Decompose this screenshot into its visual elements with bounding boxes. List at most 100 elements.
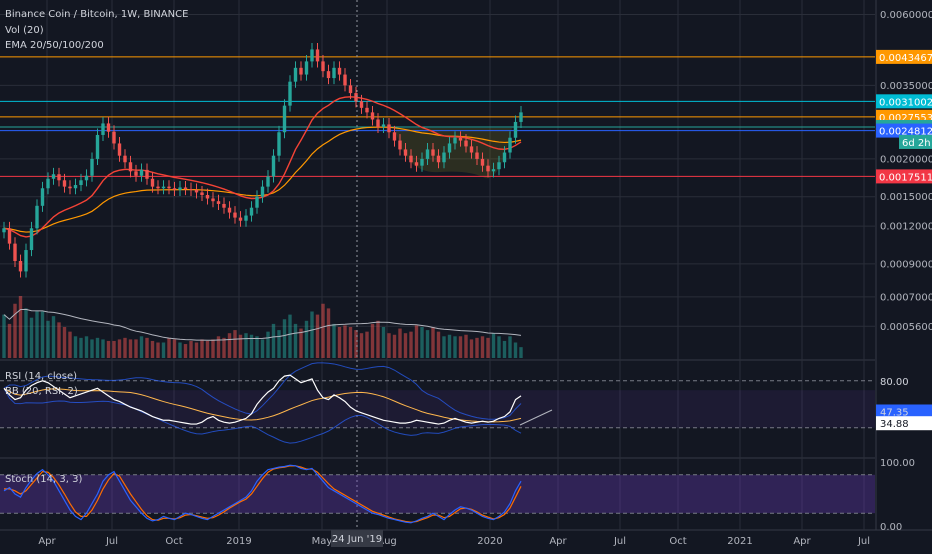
volume-bar — [282, 319, 287, 358]
volume-bar — [68, 331, 72, 358]
candle-body — [425, 149, 430, 159]
volume-ma-line — [3, 308, 522, 341]
volume-bar — [332, 323, 336, 358]
x-axis-tick: Jul — [105, 536, 118, 547]
candle-body — [497, 162, 501, 170]
candle-body — [442, 152, 446, 163]
stoch-k-line — [3, 464, 522, 524]
candle-body — [112, 131, 116, 144]
volume-bar — [469, 339, 474, 358]
candle-body — [244, 215, 248, 221]
volume-bar — [271, 323, 276, 358]
price-level-label: 0.0043467 — [879, 53, 932, 64]
candle-body — [46, 178, 50, 189]
volume-bar — [216, 336, 221, 358]
volume-bar — [227, 333, 232, 358]
candle-body — [491, 169, 496, 172]
candle-body — [222, 203, 226, 208]
candle-body — [277, 132, 281, 156]
volume-bar — [502, 340, 507, 358]
candle-body — [150, 178, 155, 187]
volume-bar — [35, 311, 39, 358]
bb-legend[interactable]: BB (20, RSI, 2) — [5, 386, 78, 397]
volume-bar — [376, 320, 380, 358]
x-axis-tick: Jul — [613, 536, 626, 547]
stoch-d-line — [4, 465, 522, 523]
candle-body — [7, 228, 12, 244]
rsi-axis-label: 80.00 — [880, 377, 909, 388]
candle-body — [194, 189, 199, 193]
volume-bar — [343, 325, 347, 358]
volume-bar — [189, 340, 193, 358]
rsi-band — [0, 390, 875, 428]
candle-body — [167, 186, 171, 189]
candle-body — [35, 205, 39, 229]
volume-bar — [183, 344, 188, 358]
volume-bar — [84, 336, 89, 358]
candle-body — [79, 180, 83, 186]
price-level-label: 0.0017511 — [879, 172, 932, 183]
candle-body — [414, 162, 419, 166]
candle-body — [486, 165, 490, 172]
y-axis-tick: 0.0060000 — [880, 10, 932, 21]
volume-bar — [414, 325, 419, 358]
candle-body — [398, 140, 402, 150]
bb-lower-line — [3, 388, 522, 444]
candle-body — [475, 152, 479, 159]
volume-bar — [101, 339, 105, 358]
volume-bar — [315, 314, 320, 358]
volume-bar — [40, 311, 45, 358]
candle-body — [117, 143, 122, 156]
candle-body — [205, 195, 210, 199]
candle-body — [392, 132, 397, 141]
annotation-arrow — [519, 409, 553, 426]
ema-legend[interactable]: EMA 20/50/100/200 — [5, 40, 104, 51]
candle-body — [62, 180, 67, 187]
volume-bar — [359, 333, 364, 358]
volume-bar — [249, 334, 254, 358]
candle-body — [365, 107, 369, 113]
volume-bar — [233, 330, 237, 358]
candle-body — [101, 123, 105, 135]
stoch-axis-label: 0.00 — [880, 522, 902, 533]
x-axis-tick: Apr — [38, 536, 56, 547]
candle-body — [370, 112, 375, 120]
candle-body — [227, 207, 232, 213]
candle-body — [315, 49, 320, 62]
volume-bar — [161, 342, 166, 358]
price-level-label: 0.0027553 — [879, 113, 932, 124]
volume-bar — [387, 333, 391, 358]
volume-bar — [453, 336, 457, 358]
volume-bar — [18, 296, 23, 358]
volume-bar — [194, 342, 199, 358]
candle-body — [447, 143, 452, 153]
candle-body — [145, 169, 149, 179]
volume-bar — [51, 316, 56, 358]
candle-body — [502, 152, 507, 163]
volume-bar — [277, 330, 281, 358]
candle-body — [183, 187, 188, 190]
candle-body — [18, 260, 23, 272]
candle-body — [51, 174, 56, 179]
volume-bar — [304, 320, 309, 358]
candle-body — [387, 124, 391, 133]
volume-bar — [321, 303, 325, 358]
volume-bar — [365, 331, 369, 358]
symbol-title[interactable]: Binance Coin / Bitcoin, 1W, BINANCE — [5, 9, 189, 20]
candle-body — [288, 81, 292, 106]
candle-body — [106, 123, 111, 132]
candle-body — [128, 162, 133, 172]
price-level-tag — [876, 94, 932, 109]
rsi-legend[interactable]: RSI (14, close) — [5, 371, 78, 382]
volume-bar — [134, 339, 138, 358]
stoch-legend[interactable]: Stoch (14, 3, 3) — [5, 474, 83, 485]
bb-upper-line — [3, 362, 522, 420]
candle-body — [480, 158, 485, 166]
price-level-tag — [876, 123, 932, 138]
volume-bar — [447, 334, 452, 358]
volume-bar — [178, 342, 182, 358]
volume-bar — [200, 339, 204, 358]
candle-body — [134, 171, 138, 176]
vol-legend[interactable]: Vol (20) — [5, 25, 44, 36]
